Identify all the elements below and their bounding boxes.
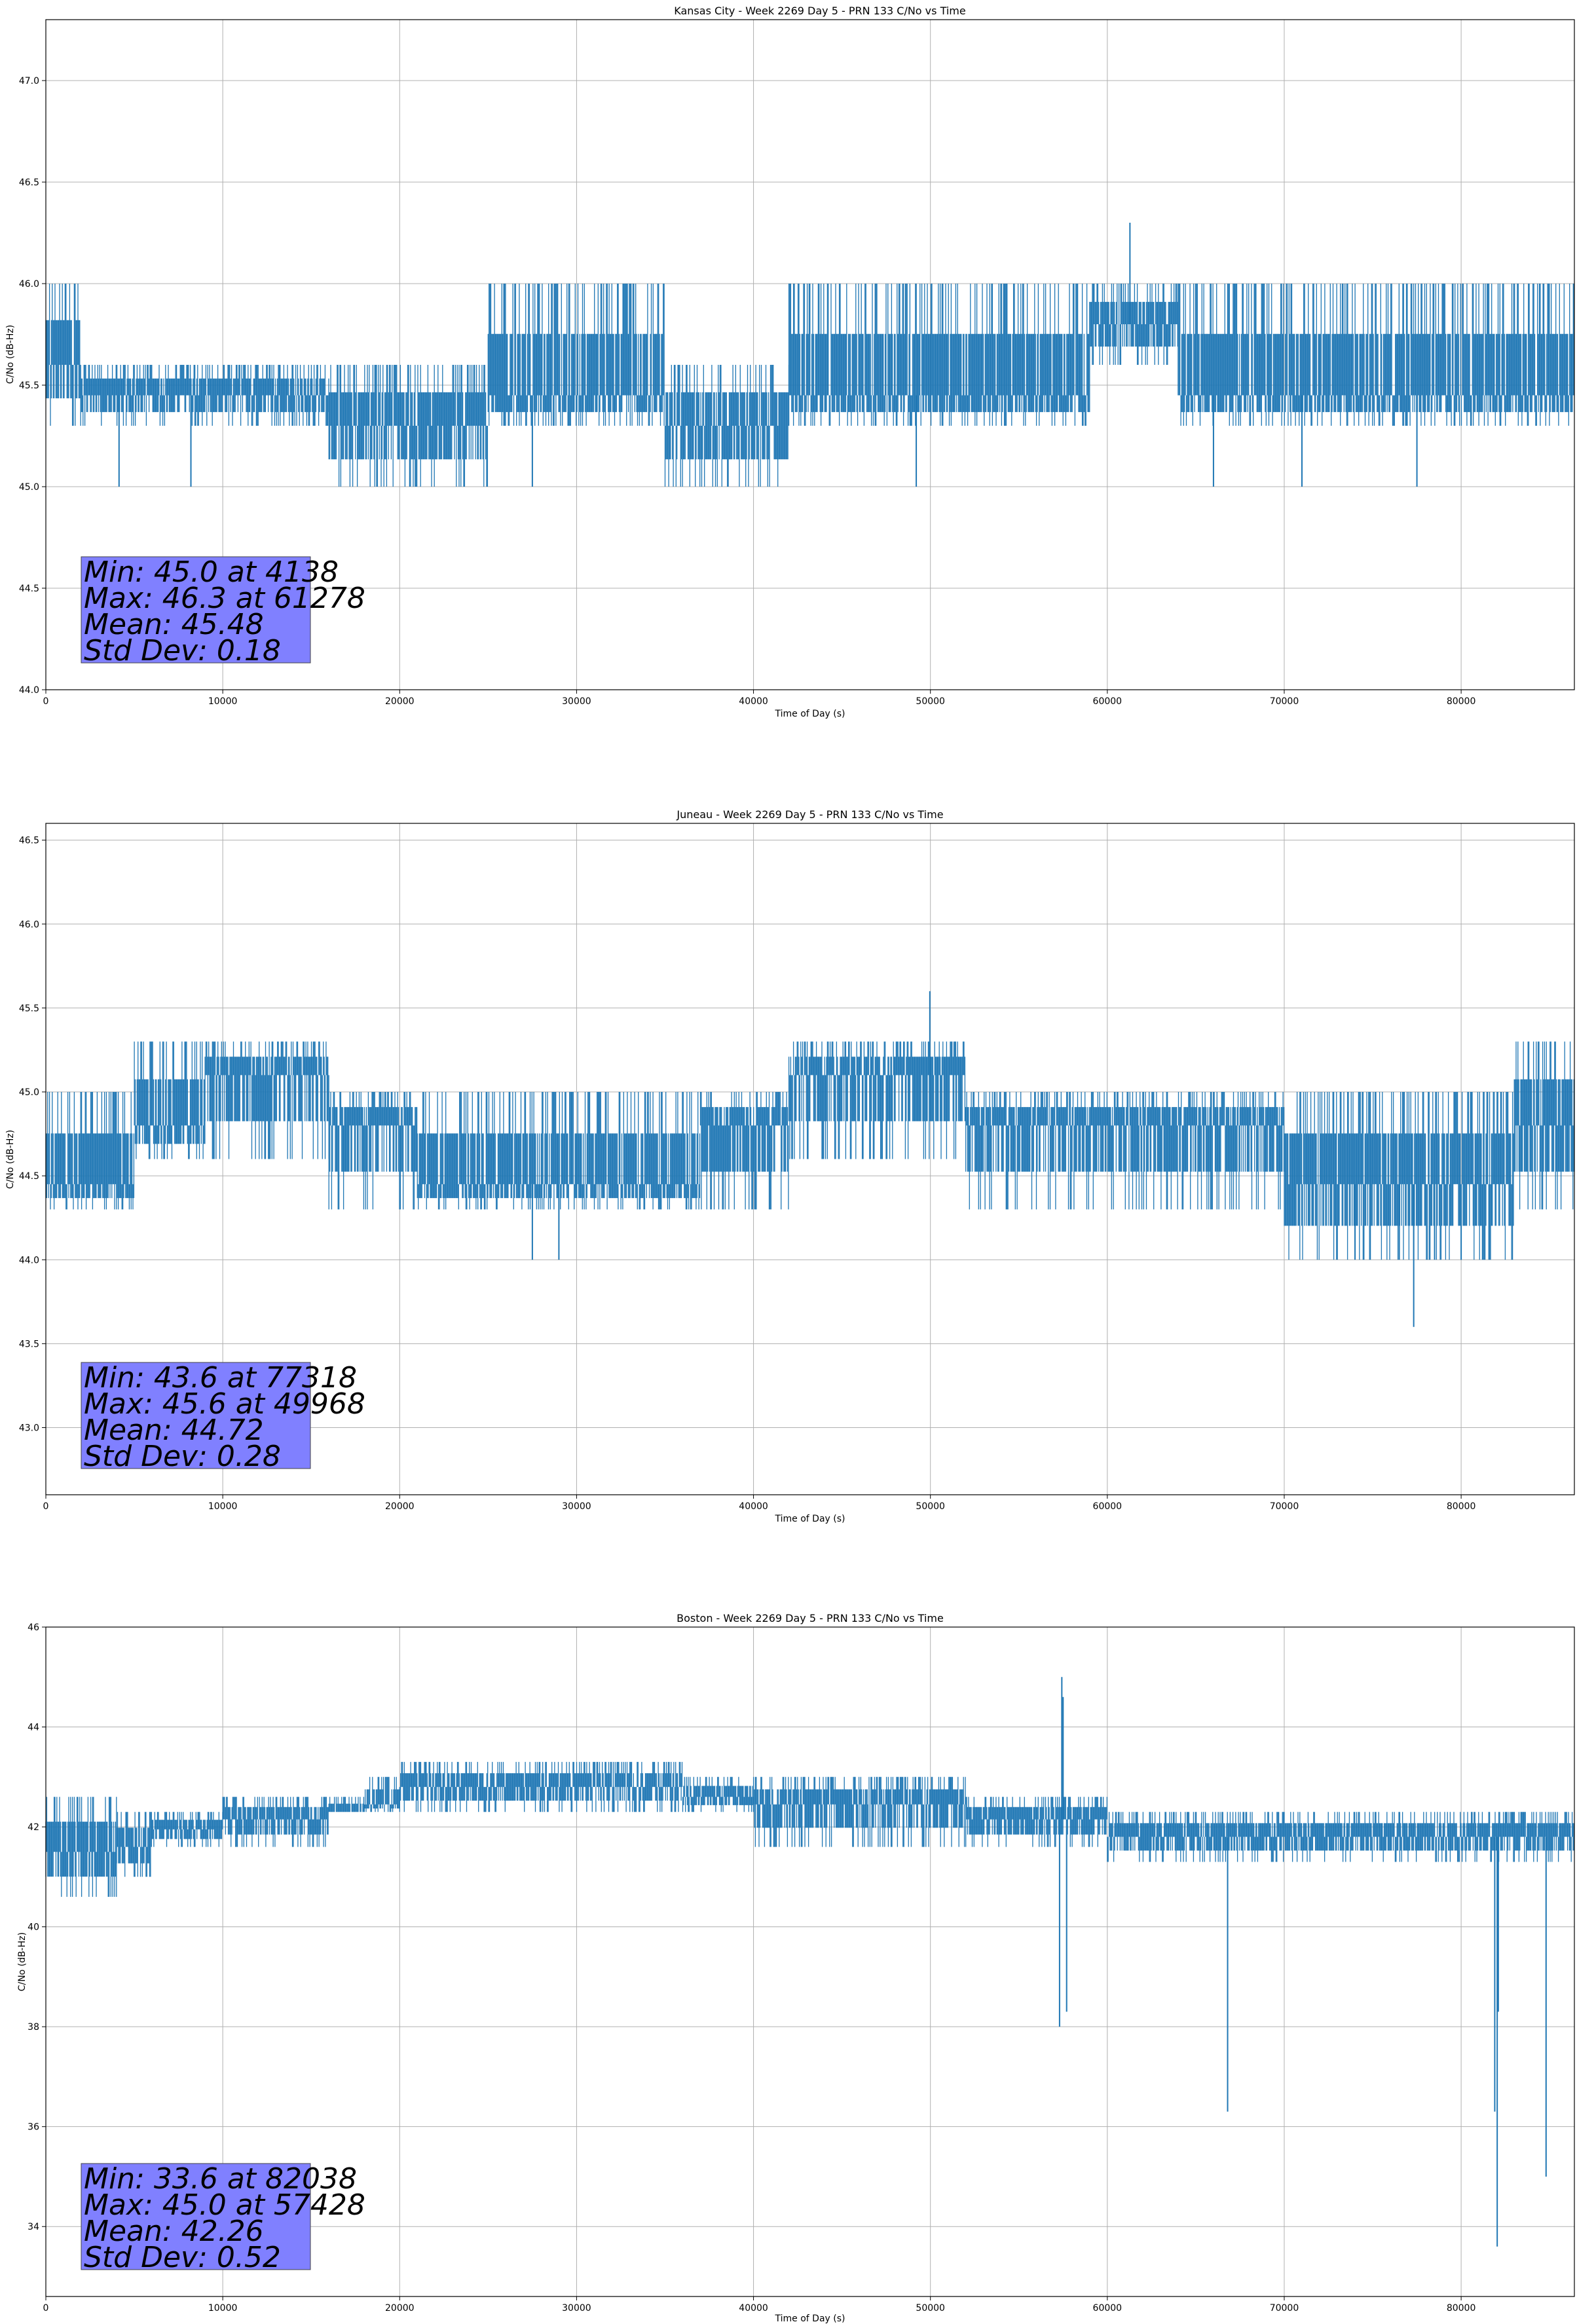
x-tick-label: 80000 xyxy=(1447,1501,1476,1512)
x-axis-label: Time of Day (s) xyxy=(775,1514,845,1524)
stats-box: Min: 45.0 at 4138 Max: 46.3 at 61278 Mea… xyxy=(81,555,365,667)
plot-frame xyxy=(45,823,1575,1495)
x-tick-label: 20000 xyxy=(385,696,415,707)
stats-box: Min: 33.6 at 82038 Max: 45.0 at 57428 Me… xyxy=(81,2162,365,2274)
x-tick-label: 50000 xyxy=(916,1501,945,1512)
y-tick-label: 40 xyxy=(28,1922,39,1933)
x-tick-label: 0 xyxy=(43,1501,49,1512)
y-ticks: 34 36 38 40 42 44 46 xyxy=(28,1622,46,2232)
stat-min: Min: 45.0 at 4138 xyxy=(84,555,339,589)
x-tick-label: 0 xyxy=(43,2303,49,2314)
stat-std: Std Dev: 0.28 xyxy=(84,1440,281,1473)
y-ticks: 44.0 44.5 45.0 45.5 46.0 46.5 47.0 xyxy=(19,76,46,696)
x-axis-label: Time of Day (s) xyxy=(775,2314,845,2324)
y-tick-label: 44 xyxy=(28,1723,39,1733)
series-line xyxy=(45,223,1575,487)
y-tick-label: 43.0 xyxy=(19,1423,39,1434)
x-tick-label: 40000 xyxy=(739,696,768,707)
y-axis-label: C/No (dB-Hz) xyxy=(5,1130,16,1189)
y-tick-label: 44.0 xyxy=(19,1255,39,1265)
x-ticks: 0 10000 20000 30000 40000 50000 60000 70000 8000… xyxy=(43,2296,1476,2314)
y-ticks: 43.0 43.5 44.0 44.5 45.0 45.5 46.0 46.5 xyxy=(19,836,46,1434)
stat-max: Max: 45.6 at 49968 xyxy=(84,1387,365,1421)
x-tick-label: 40000 xyxy=(739,2303,768,2314)
stat-min: Min: 43.6 at 77318 xyxy=(84,1361,357,1395)
y-tick-label: 36 xyxy=(28,2122,39,2133)
y-tick-label: 47.0 xyxy=(19,76,39,86)
y-tick-label: 43.5 xyxy=(19,1339,39,1349)
y-tick-label: 44.5 xyxy=(19,1171,39,1182)
plot-frame xyxy=(45,19,1575,690)
chart-juneau: Juneau - Week 2269 Day 5 - PRN 133 C/No … xyxy=(5,808,1575,1524)
x-tick-label: 60000 xyxy=(1093,2303,1122,2314)
chart-title: Juneau - Week 2269 Day 5 - PRN 133 C/No … xyxy=(676,808,943,821)
x-tick-label: 80000 xyxy=(1447,696,1476,707)
y-tick-label: 46.0 xyxy=(19,920,39,930)
y-tick-label: 45.0 xyxy=(19,1087,39,1098)
x-tick-label: 70000 xyxy=(1270,1501,1299,1512)
x-ticks: 0 10000 20000 30000 40000 50000 60000 70000 8000… xyxy=(43,1495,1476,1512)
stats-box: Min: 43.6 at 77318 Max: 45.6 at 49968 Me… xyxy=(81,1361,365,1473)
stat-max: Max: 45.0 at 57428 xyxy=(84,2188,365,2222)
y-tick-label: 44.5 xyxy=(19,584,39,594)
y-tick-label: 45.0 xyxy=(19,482,39,493)
x-tick-label: 10000 xyxy=(208,2303,238,2314)
series-line xyxy=(45,1677,1575,2247)
x-tick-label: 60000 xyxy=(1093,1501,1122,1512)
stat-min: Min: 33.6 at 82038 xyxy=(84,2162,357,2196)
x-tick-label: 30000 xyxy=(562,696,591,707)
x-tick-label: 40000 xyxy=(739,1501,768,1512)
series-line xyxy=(45,991,1574,1327)
x-tick-label: 60000 xyxy=(1093,696,1122,707)
y-tick-label: 46.5 xyxy=(19,836,39,846)
y-tick-label: 46.0 xyxy=(19,279,39,290)
x-ticks: 0 10000 20000 30000 40000 50000 60000 70000 8000… xyxy=(43,690,1476,707)
y-tick-label: 45.5 xyxy=(19,1003,39,1014)
x-tick-label: 10000 xyxy=(208,696,238,707)
stat-mean: Mean: 42.26 xyxy=(84,2215,264,2248)
x-tick-label: 10000 xyxy=(208,1501,238,1512)
x-axis-label: Time of Day (s) xyxy=(775,709,845,719)
y-tick-label: 34 xyxy=(28,2222,39,2232)
x-tick-label: 70000 xyxy=(1270,2303,1299,2314)
chart-kansas-city: Kansas City - Week 2269 Day 5 - PRN 133 … xyxy=(5,5,1575,719)
chart-title: Kansas City - Week 2269 Day 5 - PRN 133 … xyxy=(674,5,965,17)
stat-std: Std Dev: 0.52 xyxy=(84,2241,281,2274)
x-tick-label: 0 xyxy=(43,696,49,707)
x-tick-label: 20000 xyxy=(385,2303,415,2314)
x-tick-label: 20000 xyxy=(385,1501,415,1512)
chart-title: Boston - Week 2269 Day 5 - PRN 133 C/No … xyxy=(677,1612,944,1624)
y-tick-label: 45.5 xyxy=(19,381,39,391)
y-tick-label: 42 xyxy=(28,1822,39,1833)
y-axis-label: C/No (dB-Hz) xyxy=(17,1932,28,1991)
stat-mean: Mean: 44.72 xyxy=(84,1414,264,1447)
x-tick-label: 50000 xyxy=(916,696,945,707)
y-tick-label: 46.5 xyxy=(19,178,39,188)
stat-std: Std Dev: 0.18 xyxy=(84,634,281,667)
stat-max: Max: 46.3 at 61278 xyxy=(84,582,365,615)
y-tick-label: 38 xyxy=(28,2022,39,2033)
y-tick-label: 46 xyxy=(28,1622,39,1633)
chart-boston: Boston - Week 2269 Day 5 - PRN 133 C/No … xyxy=(17,1612,1575,2324)
x-tick-label: 30000 xyxy=(562,1501,591,1512)
y-axis-label: C/No (dB-Hz) xyxy=(5,325,16,384)
x-tick-label: 70000 xyxy=(1270,696,1299,707)
x-tick-label: 30000 xyxy=(562,2303,591,2314)
plot-frame xyxy=(45,1626,1575,2297)
x-tick-label: 80000 xyxy=(1447,2303,1476,2314)
series-band xyxy=(45,1761,1575,1897)
stat-mean: Mean: 45.48 xyxy=(84,608,264,641)
series-band xyxy=(45,1041,1574,1260)
y-tick-label: 44.0 xyxy=(19,685,39,696)
x-tick-label: 50000 xyxy=(916,2303,945,2314)
